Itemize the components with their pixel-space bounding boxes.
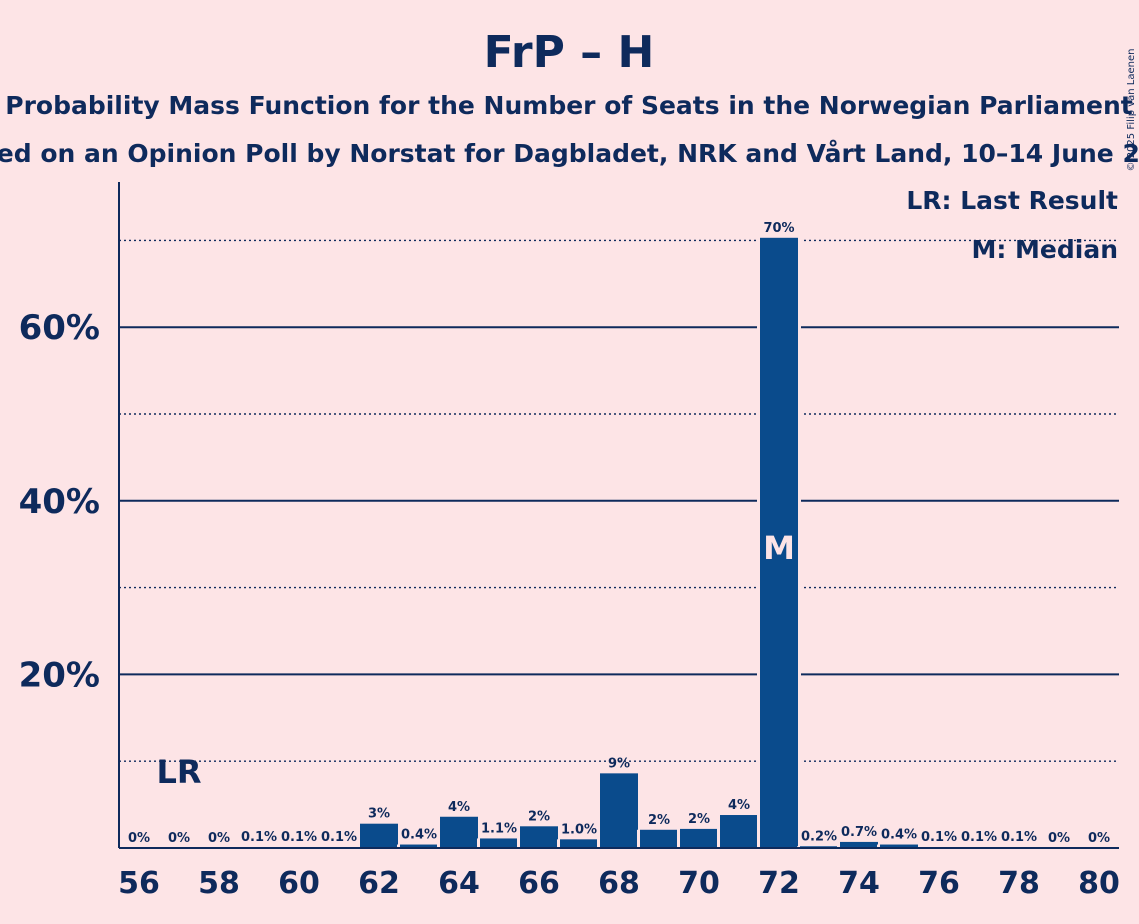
chart-subtitle-2: Based on an Opinion Poll by Norstat for …: [0, 139, 1139, 168]
x-axis-ticks: 56 58 60 62 64 66 68 70 72 74 76 78 80: [118, 866, 1120, 901]
bar-64: [440, 816, 478, 848]
data-label-76: 0.1%: [921, 830, 957, 845]
data-label-77: 0.1%: [961, 830, 997, 845]
y-tick-label: 20%: [19, 655, 100, 695]
data-label-59: 0.1%: [241, 830, 277, 845]
x-tick-label: 62: [358, 866, 400, 901]
last-result-marker: LR: [156, 753, 201, 791]
legend-last-result: LR: Last Result: [906, 186, 1118, 215]
x-tick-label: 68: [598, 866, 640, 901]
bar-63: [400, 844, 438, 848]
data-label-71: 4%: [728, 798, 750, 813]
bar-68: [600, 773, 638, 848]
data-label-62: 3%: [368, 807, 390, 822]
grid-lines: [119, 239, 1119, 762]
bar-72: [760, 237, 798, 848]
x-tick-label: 66: [518, 866, 560, 901]
data-label-56: 0%: [128, 831, 150, 846]
x-tick-label: 58: [198, 866, 240, 901]
x-tick-label: 80: [1078, 866, 1120, 901]
data-label-75: 0.4%: [881, 828, 917, 843]
data-labels: 0% 0% 0% 0.1% 0.1% 0.1% 3% 0.4% 4% 1.1% 2% 1.0% 9% 2%…: [128, 221, 1110, 846]
data-label-67: 1.0%: [561, 822, 597, 837]
data-label-58: 0%: [208, 831, 230, 846]
data-label-64: 4%: [448, 800, 470, 815]
data-label-74: 0.7%: [841, 825, 877, 840]
data-label-69: 2%: [648, 813, 670, 828]
legend-median: M: Median: [971, 235, 1118, 264]
bar-67: [560, 839, 598, 848]
x-tick-label: 76: [918, 866, 960, 901]
x-tick-label: 56: [118, 866, 160, 901]
data-label-65: 1.1%: [481, 821, 517, 836]
y-axis-ticks: 20% 40% 60%: [19, 308, 100, 695]
x-tick-label: 72: [758, 866, 800, 901]
chart-title: FrP – H: [484, 27, 655, 78]
bar-65: [480, 838, 518, 848]
data-label-78: 0.1%: [1001, 830, 1037, 845]
data-label-79: 0%: [1048, 831, 1070, 846]
data-label-57: 0%: [168, 831, 190, 846]
data-label-73: 0.2%: [801, 829, 837, 844]
data-label-68: 9%: [608, 756, 630, 771]
data-label-70: 2%: [688, 812, 710, 827]
data-label-63: 0.4%: [401, 828, 437, 843]
copyright-notice: © 2025 Filip van Laenen: [1126, 49, 1137, 172]
y-tick-label: 40%: [19, 482, 100, 522]
data-label-72: 70%: [763, 221, 794, 236]
x-tick-label: 60: [278, 866, 320, 901]
data-label-61: 0.1%: [321, 830, 357, 845]
bar-70: [680, 828, 718, 848]
y-tick-label: 60%: [19, 308, 100, 348]
bar-69: [640, 829, 678, 848]
data-label-80: 0%: [1088, 831, 1110, 846]
x-tick-label: 74: [838, 866, 880, 901]
data-label-66: 2%: [528, 809, 550, 824]
bar-71: [720, 815, 758, 848]
x-tick-label: 70: [678, 866, 720, 901]
bar-62: [360, 823, 398, 848]
x-tick-label: 64: [438, 866, 480, 901]
bars: [237, 237, 1041, 848]
x-tick-label: 78: [998, 866, 1040, 901]
bar-75: [880, 844, 918, 848]
chart-subtitle-1: Probability Mass Function for the Number…: [5, 91, 1133, 120]
median-marker: M: [763, 529, 795, 567]
data-label-60: 0.1%: [281, 830, 317, 845]
bar-66: [520, 826, 558, 848]
bar-74: [840, 841, 878, 848]
